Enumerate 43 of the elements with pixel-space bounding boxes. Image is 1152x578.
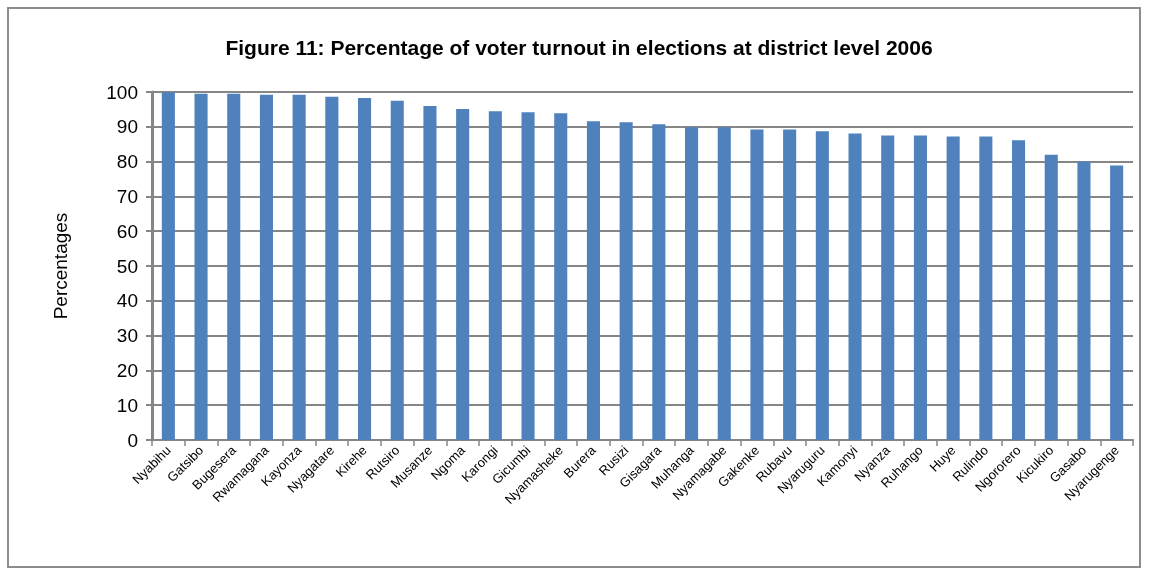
bar (161, 92, 175, 440)
bar (292, 94, 306, 440)
bar (979, 136, 993, 440)
y-tick-label: 40 (116, 290, 138, 312)
y-tick-label: 10 (116, 394, 138, 416)
chart-title: Figure 11: Percentage of voter turnout in elections at district level 2006 (225, 36, 933, 59)
bar (390, 100, 404, 440)
y-tick-label: 70 (116, 185, 138, 207)
bar (750, 129, 764, 440)
bar (456, 109, 470, 440)
y-tick-label: 50 (116, 255, 138, 277)
y-tick-label: 30 (116, 325, 138, 347)
bar (358, 97, 372, 440)
bar (881, 135, 895, 440)
bar (521, 112, 535, 440)
y-tick-label: 0 (127, 429, 138, 451)
y-tick-label: 80 (116, 151, 138, 173)
bar (1077, 161, 1091, 440)
y-axis-title: Percentages (50, 212, 71, 320)
bar (1012, 140, 1026, 440)
y-tick-label: 100 (106, 81, 138, 103)
bar (488, 111, 502, 440)
bar (685, 127, 699, 440)
bar (423, 105, 437, 440)
bar (325, 96, 339, 440)
y-tick-label: 60 (116, 220, 138, 242)
bar (259, 94, 273, 440)
y-tick-label: 20 (116, 359, 138, 381)
bar (913, 135, 927, 440)
bar (194, 93, 208, 440)
bar (783, 129, 797, 440)
bar (717, 127, 731, 440)
bar (652, 124, 666, 440)
bar (586, 121, 600, 440)
bar (946, 136, 960, 440)
bar (815, 131, 829, 440)
bar (1110, 165, 1124, 440)
bar (554, 113, 568, 440)
bar (619, 122, 633, 440)
y-tick-label: 90 (116, 116, 138, 138)
bar (1044, 154, 1058, 440)
bar (848, 133, 862, 440)
bar (227, 93, 241, 440)
